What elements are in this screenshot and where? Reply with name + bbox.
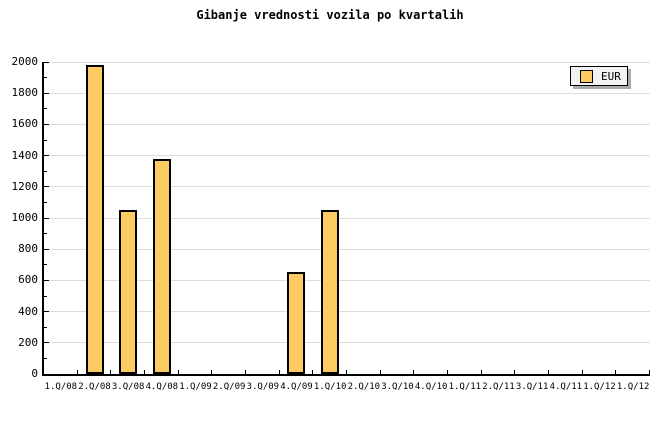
legend-label: EUR — [601, 69, 621, 83]
gridline — [44, 186, 650, 188]
y-minor-tick — [44, 357, 47, 359]
y-major-tick — [44, 92, 49, 94]
x-axis-label: 3.Q/10 — [381, 382, 414, 392]
y-axis-label: 200 — [18, 335, 38, 349]
x-tick — [581, 370, 583, 374]
gridline — [44, 61, 650, 63]
legend-swatch-icon — [580, 69, 593, 83]
x-tick — [245, 370, 246, 374]
y-axis-label: 1000 — [11, 211, 39, 224]
x-axis-label: 2.Q/09 — [212, 382, 246, 392]
x-tick — [346, 370, 347, 374]
x-tick — [413, 370, 415, 374]
bar — [321, 210, 339, 374]
bar — [86, 65, 104, 374]
y-axis-label: 0 — [31, 367, 38, 380]
y-major-tick — [44, 311, 49, 313]
y-minor-tick — [44, 201, 47, 203]
y-major-tick — [44, 217, 49, 219]
x-tick — [211, 370, 213, 374]
y-axis-label: 1800 — [11, 86, 39, 100]
x-axis-label: 1.Q/12 — [583, 382, 616, 392]
x-tick — [514, 370, 516, 374]
x-axis-label: 1.Q/08 — [44, 382, 78, 392]
legend: EUR — [570, 66, 628, 86]
x-axis-label: 1.Q/09 — [179, 382, 212, 392]
x-axis-label: 4.Q/11 — [549, 382, 583, 392]
y-major-tick — [44, 123, 49, 125]
x-tick — [177, 370, 179, 374]
gridline — [44, 342, 650, 344]
x-axis-label: 1.Q/11 — [448, 382, 482, 392]
y-minor-tick — [44, 139, 47, 141]
x-axis-label: 4.Q/09 — [280, 382, 313, 392]
y-axis-label: 400 — [18, 304, 38, 318]
y-axis-label: 1600 — [11, 117, 39, 131]
x-tick — [649, 370, 650, 374]
y-major-tick — [44, 248, 49, 250]
y-major-tick — [44, 155, 49, 157]
x-axis-label: 1.Q/12 — [616, 382, 650, 392]
y-major-tick — [44, 61, 49, 63]
x-axis-label: 1.Q/10 — [313, 382, 347, 392]
x-tick — [447, 370, 448, 374]
x-axis-label: 4.Q/10 — [414, 382, 448, 392]
chart-title: Gibanje vrednosti vozila po kvartalih — [196, 8, 464, 22]
gridline — [44, 155, 650, 157]
x-axis-label: 3.Q/09 — [246, 382, 280, 392]
y-major-tick — [44, 186, 49, 188]
x-axis-label: 2.Q/08 — [78, 382, 111, 392]
y-minor-tick — [44, 264, 47, 266]
y-major-tick — [44, 342, 49, 344]
x-tick — [379, 370, 381, 374]
y-major-tick — [44, 373, 49, 375]
y-minor-tick — [44, 170, 47, 172]
x-tick — [278, 370, 280, 374]
y-axis-label: 800 — [18, 242, 38, 256]
x-tick — [548, 370, 549, 374]
y-minor-tick — [44, 77, 47, 79]
x-axis-label: 4.Q/08 — [145, 382, 179, 392]
y-minor-tick — [44, 108, 47, 110]
bar — [287, 272, 305, 374]
x-tick — [312, 370, 314, 374]
x-tick — [144, 370, 145, 374]
y-axis-label: 1200 — [11, 179, 39, 193]
gridline — [44, 92, 650, 94]
gridline — [44, 123, 650, 125]
x-axis-label: 3.Q/08 — [111, 382, 145, 392]
x-tick — [76, 370, 78, 374]
plot-area: 0 200 400 600 800 1000 1200 1400 1600 1800 2000 1.Q… — [12, 56, 650, 392]
y-axis-label: 1400 — [11, 148, 39, 162]
x-axis-label: 2.Q/10 — [347, 382, 381, 392]
gridline — [44, 248, 650, 250]
gridline — [44, 279, 650, 281]
x-axis-label: 2.Q/11 — [482, 382, 515, 392]
y-minor-tick — [44, 233, 47, 235]
x-axis-label: 3.Q/11 — [515, 382, 549, 392]
y-major-tick — [44, 279, 49, 281]
gridline — [44, 311, 650, 313]
x-tick — [110, 370, 112, 374]
bar — [119, 210, 137, 374]
y-minor-tick — [44, 326, 47, 328]
y-axis-label: 600 — [18, 273, 38, 287]
gridline — [44, 217, 650, 219]
bar — [153, 159, 171, 374]
y-axis-label: 2000 — [11, 55, 39, 68]
x-tick — [480, 370, 482, 374]
y-minor-tick — [44, 295, 47, 297]
x-tick — [615, 370, 617, 374]
